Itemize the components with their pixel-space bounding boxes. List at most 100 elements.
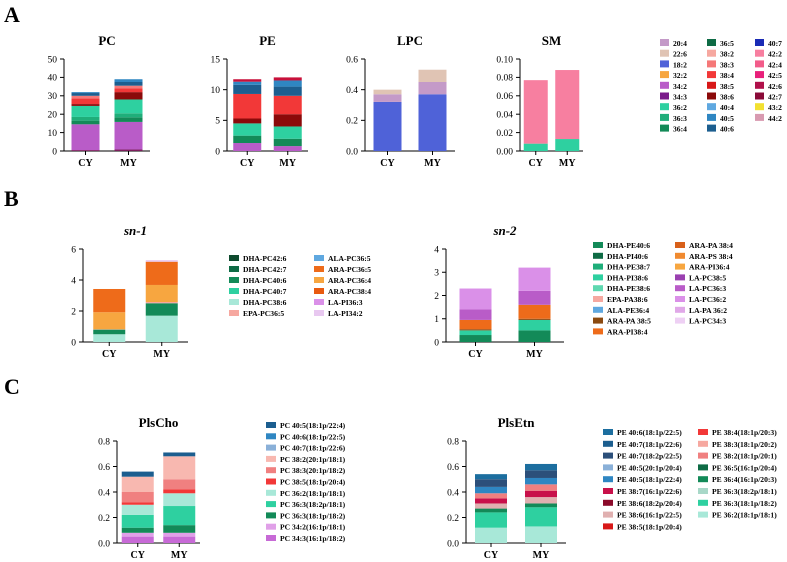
bar-cy-pc-40-6-18-1p-22-5	[121, 471, 154, 477]
legend-swatch	[698, 429, 708, 435]
y-tick-label: 6	[71, 245, 76, 255]
bar-cy-pc-34-3-16-1p-18-2	[121, 536, 154, 543]
bar-my-la-pc36-3	[518, 290, 551, 305]
y-tick-label: 0.04	[496, 111, 513, 121]
legend-swatch	[675, 263, 685, 270]
x-tick-label: CY	[240, 158, 255, 169]
y-tick-label: 0.6	[346, 55, 358, 65]
bar-cy-pc-36-2-18-1p-18-1	[121, 504, 154, 515]
legend-swatch	[266, 422, 276, 428]
legend-swatch	[660, 92, 669, 100]
bar-my-38-3	[114, 85, 143, 89]
y-tick-label: 0.4	[98, 488, 110, 498]
bar-cy-ara-pc36-4	[93, 312, 126, 330]
x-tick-label: MY	[424, 158, 441, 169]
legend-swatch	[593, 296, 603, 302]
legend-label: 42:2	[768, 50, 782, 59]
bar-cy-la-pc36-2	[459, 288, 492, 310]
bar-my-dha-pc38-6	[145, 315, 178, 342]
chart-title: SM	[542, 33, 562, 48]
bar-cy-34-2	[233, 143, 262, 151]
legend-b1: DHA-PC42:6 DHA-PC42:7 DHA-PC40:6 DHA-PC40:7…	[229, 254, 371, 318]
legend-label: PC 34:3(16:1p/18:2)	[280, 534, 346, 543]
bar-cy-42-7	[233, 79, 262, 82]
legend-label: PE 40:7(18:1p/22:6)	[617, 440, 682, 449]
y-tick-label: 0.00	[496, 147, 513, 157]
legend-label: ARA-PA 38:5	[607, 317, 651, 326]
legend-label: EPA-PA38:6	[607, 295, 648, 304]
legend-label: ARA-PC36:4	[328, 276, 371, 285]
legend-label: 18:2	[673, 60, 687, 69]
bar-cy-pc-36-3-18-1p-18-2	[121, 527, 154, 533]
bar-cy-dha-pe38-6	[459, 330, 492, 336]
legend-swatch	[603, 476, 613, 483]
y-tick-label: 0.10	[496, 55, 513, 65]
legend-swatch	[266, 444, 276, 451]
legend-swatch	[755, 71, 764, 79]
legend-label: 38:3	[720, 60, 734, 69]
legend-swatch	[660, 113, 669, 121]
legend-label: 44:2	[768, 114, 782, 123]
legend-label: PE 36:2(18:1p/18:1)	[712, 511, 777, 520]
y-tick-label: 0.0	[447, 539, 459, 549]
legend-swatch	[229, 266, 239, 272]
y-tick-label: 15	[211, 55, 221, 65]
x-tick-label: CY	[380, 158, 395, 169]
bar-my-36-2	[273, 126, 302, 139]
legend-swatch	[593, 252, 603, 259]
x-tick-label: MY	[120, 158, 137, 169]
legend-swatch	[314, 299, 324, 305]
bar-my-22-6	[418, 69, 447, 82]
legend-swatch	[755, 60, 764, 68]
bar-my-ara-pi38-4	[518, 304, 551, 319]
panel-label-b: B	[4, 186, 19, 211]
legend-label: PC 40:6(18:1p/22:5)	[280, 432, 346, 441]
y-tick-label: 30	[48, 92, 58, 102]
legend-label: DHA-PC38:6	[243, 298, 287, 307]
legend-swatch	[314, 288, 324, 294]
bar-my-38-6	[114, 92, 143, 100]
bar-cy-pe-40-7-18-2p-22-5	[475, 479, 507, 487]
legend-swatch	[660, 71, 669, 79]
legend-swatch	[660, 81, 669, 89]
bar-my-34-2	[114, 121, 143, 150]
bar-my-36-4	[114, 117, 143, 122]
legend-label: ALA-PE36:4	[607, 306, 649, 315]
bar-my-la-pi34-2	[145, 260, 178, 262]
y-tick-label: 10	[211, 86, 221, 96]
x-tick-label: CY	[131, 550, 146, 561]
chart-title: PlsCho	[139, 415, 179, 430]
y-tick-label: 0.6	[98, 463, 110, 473]
legend-label: 34:3	[673, 93, 687, 102]
legend-label: PC 38:2(20:1p/18:1)	[280, 455, 346, 464]
y-tick-label: 0.2	[447, 514, 459, 524]
legend-label: 36:2	[673, 103, 687, 112]
y-tick-label: 0.0	[98, 539, 110, 549]
bar-cy-ara-pc36-5	[93, 288, 126, 313]
legend-label: DHA-PE38:7	[607, 263, 650, 272]
legend-swatch	[755, 92, 764, 100]
legend-label: PC 40:5(18:1p/22:4)	[280, 421, 346, 430]
legend-swatch	[698, 511, 708, 518]
bar-cy-40-5	[71, 92, 100, 94]
bar-my-epa-pc36-5	[145, 302, 178, 304]
bar-cy-38-4	[71, 98, 100, 105]
x-tick-label: MY	[526, 349, 543, 360]
legend-swatch	[675, 306, 685, 313]
legend-label: PE 36:5(16:1p/20:4)	[712, 463, 777, 472]
x-tick-label: MY	[559, 158, 576, 169]
legend-label: 42:6	[768, 82, 782, 91]
y-tick-label: 4	[434, 245, 439, 255]
y-tick-label: 0.2	[98, 514, 110, 524]
legend-label: PE 38:6(18:2p/20:4)	[617, 499, 682, 508]
chart-title: PlsEtn	[498, 415, 536, 430]
legend-label: DHA-PE40:6	[607, 241, 650, 250]
bar-cy-42-2	[523, 80, 548, 144]
bar-my-pc-36-3-18-1p-18-2	[163, 525, 196, 533]
legend-label: PE 38:2(18:1p/20:1)	[712, 452, 777, 461]
y-tick-label: 0.8	[447, 437, 459, 447]
legend-label: LA-PC36:3	[689, 284, 726, 293]
y-tick-label: 0.6	[447, 463, 459, 473]
chart-plscho: PlsCho 0.0 0.2 0.4 0.6 0.8 CY MY	[98, 415, 200, 561]
bar-cy-pc-36-3-18-2p-18-1	[121, 514, 154, 528]
